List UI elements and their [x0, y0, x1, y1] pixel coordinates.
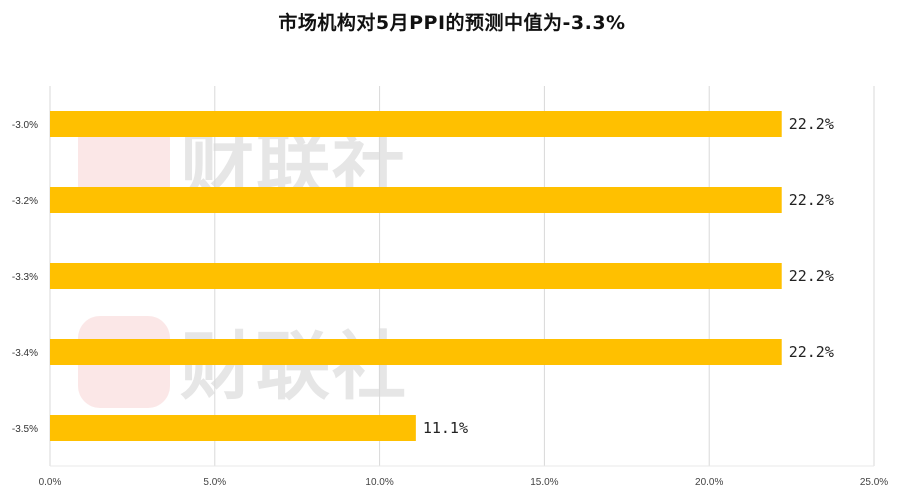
- x-tick-label: 25.0%: [860, 477, 888, 488]
- data-labels: 22.2% 22.2% 22.2% 22.2% 11.1%: [423, 115, 834, 437]
- x-tick-label: 20.0%: [695, 477, 723, 488]
- bar: [50, 187, 782, 213]
- category-label: -3.5%: [12, 424, 38, 435]
- x-tick-label: 15.0%: [530, 477, 558, 488]
- data-label: 22.2%: [789, 267, 834, 285]
- category-label: -3.0%: [12, 120, 38, 131]
- data-label: 22.2%: [789, 343, 834, 361]
- x-tick-label: 10.0%: [365, 477, 393, 488]
- bar: [50, 111, 782, 137]
- x-axis-ticks: 0.0% 5.0% 10.0% 15.0% 20.0% 25.0%: [39, 477, 889, 488]
- bars: [50, 111, 782, 441]
- chart-title: 市场机构对5月PPI的预测中值为-3.3%: [278, 12, 626, 34]
- x-tick-label: 5.0%: [203, 477, 226, 488]
- watermark-text: 财联社: [180, 324, 408, 410]
- data-label: 22.2%: [789, 191, 834, 209]
- bar: [50, 263, 782, 289]
- category-label: -3.4%: [12, 348, 38, 359]
- category-label: -3.3%: [12, 272, 38, 283]
- bar: [50, 339, 782, 365]
- category-labels: -3.0% -3.2% -3.3% -3.4% -3.5%: [12, 120, 38, 435]
- bar: [50, 415, 416, 441]
- data-label: 22.2%: [789, 115, 834, 133]
- data-label: 11.1%: [423, 419, 468, 437]
- x-tick-label: 0.0%: [39, 477, 62, 488]
- watermark-badge-icon: [78, 116, 170, 208]
- category-label: -3.2%: [12, 196, 38, 207]
